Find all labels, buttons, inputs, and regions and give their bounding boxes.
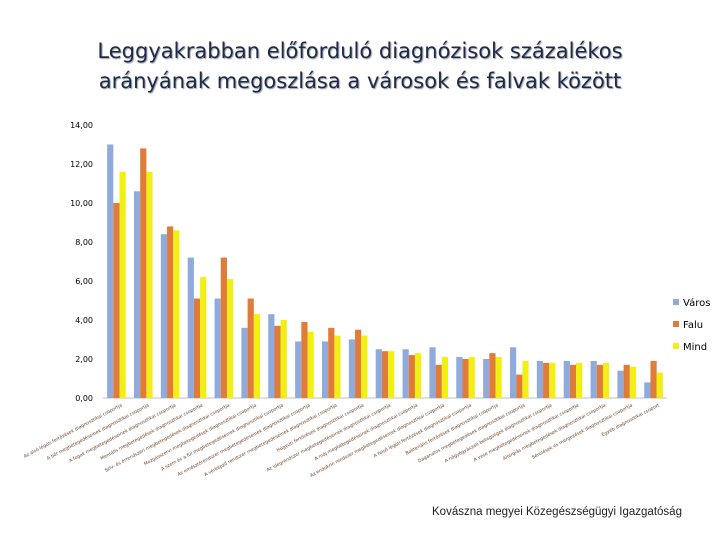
bar-mind-6 — [253, 314, 261, 398]
bar-mind-8 — [307, 331, 314, 398]
bar-mind-18 — [576, 362, 583, 398]
bar-falu-21 — [650, 360, 657, 398]
bar-mind-15 — [495, 357, 502, 398]
bar-falu-12 — [408, 355, 415, 398]
bar-mind-1 — [119, 171, 126, 398]
bar-mind-4 — [200, 277, 207, 398]
bar-vros-7 — [268, 314, 275, 398]
y-tick-label: 12,00 — [70, 160, 93, 169]
y-tick-label: 10,00 — [70, 199, 93, 208]
bar-falu-3 — [167, 226, 174, 398]
bar-mind-7 — [280, 320, 287, 398]
bar-falu-9 — [328, 327, 335, 398]
bar-mind-13 — [441, 357, 449, 398]
bar-falu-4 — [193, 298, 201, 398]
bar-mind-3 — [173, 230, 180, 398]
bar-falu-16 — [516, 374, 523, 398]
bar-vros-18 — [563, 360, 570, 398]
bar-falu-6 — [247, 298, 254, 398]
bar-vros-3 — [160, 234, 168, 398]
bar-vros-17 — [536, 360, 544, 398]
source-credit: Kovászna megyei Közegészségügyi Igazgató… — [432, 506, 682, 518]
legend-swatch-vros — [673, 299, 679, 305]
legend-swatch-falu — [673, 321, 679, 327]
bar-mind-21 — [656, 372, 663, 398]
legend-label: Mind — [683, 342, 707, 353]
bar-falu-14 — [462, 359, 469, 398]
bar-vros-12 — [402, 349, 409, 398]
bar-falu-15 — [489, 353, 496, 398]
bar-falu-5 — [220, 257, 227, 398]
bar-mind-16 — [522, 360, 529, 398]
bar-falu-17 — [543, 362, 550, 398]
bar-falu-11 — [381, 351, 389, 398]
y-tick-label: 4,00 — [75, 316, 93, 325]
bar-falu-19 — [596, 364, 603, 398]
y-tick-label: 8,00 — [75, 238, 93, 247]
bar-falu-7 — [274, 325, 281, 398]
bar-vros-10 — [348, 339, 356, 398]
bar-vros-20 — [617, 370, 624, 398]
y-tick-label: 0,00 — [75, 394, 93, 403]
bar-falu-20 — [623, 364, 630, 398]
bar-mind-12 — [414, 353, 422, 398]
bar-vros-4 — [187, 257, 194, 398]
bar-mind-2 — [146, 171, 153, 398]
bar-mind-20 — [629, 366, 637, 398]
bar-falu-2 — [140, 148, 147, 398]
bar-vros-14 — [456, 357, 463, 398]
bar-mind-19 — [602, 362, 610, 398]
bar-falu-13 — [435, 364, 442, 398]
bar-vros-1 — [107, 144, 114, 398]
bar-vros-11 — [375, 349, 382, 398]
bar-vros-16 — [509, 347, 517, 398]
y-tick-label: 6,00 — [75, 277, 93, 286]
chart-title-line-2: arányának megoszlása a városok és falvak… — [98, 69, 622, 93]
bar-mind-17 — [549, 362, 556, 398]
bar-vros-15 — [483, 359, 490, 398]
bar-vros-13 — [429, 347, 436, 398]
bar-vros-2 — [133, 191, 141, 398]
legend-label: Falu — [683, 320, 703, 331]
y-tick-label: 14,00 — [70, 121, 93, 130]
x-category-label: Az alsó légúti fertőzések diagnosztikai … — [22, 401, 123, 459]
bar-vros-6 — [241, 327, 248, 398]
chart-title: Leggyakrabban előforduló diagnózisok szá… — [0, 36, 720, 96]
bar-vros-5 — [214, 298, 221, 398]
bar-vros-9 — [321, 341, 329, 398]
legend-swatch-mind — [673, 343, 679, 349]
bar-vros-8 — [295, 341, 302, 398]
y-tick-label: 2,00 — [75, 355, 93, 364]
chart-title-line-1: Leggyakrabban előforduló diagnózisok szá… — [97, 39, 623, 63]
bar-falu-8 — [301, 321, 308, 398]
legend-label: Város — [683, 297, 710, 309]
bar-mind-14 — [468, 357, 475, 398]
bar-falu-1 — [113, 203, 120, 398]
bar-mind-10 — [361, 335, 368, 398]
bar-falu-18 — [569, 364, 577, 398]
bar-mind-9 — [334, 335, 341, 398]
bar-falu-10 — [355, 329, 362, 398]
bar-mind-5 — [226, 279, 234, 398]
bar-mind-11 — [388, 351, 395, 398]
bar-vros-21 — [644, 382, 651, 398]
bar-vros-19 — [590, 360, 597, 398]
